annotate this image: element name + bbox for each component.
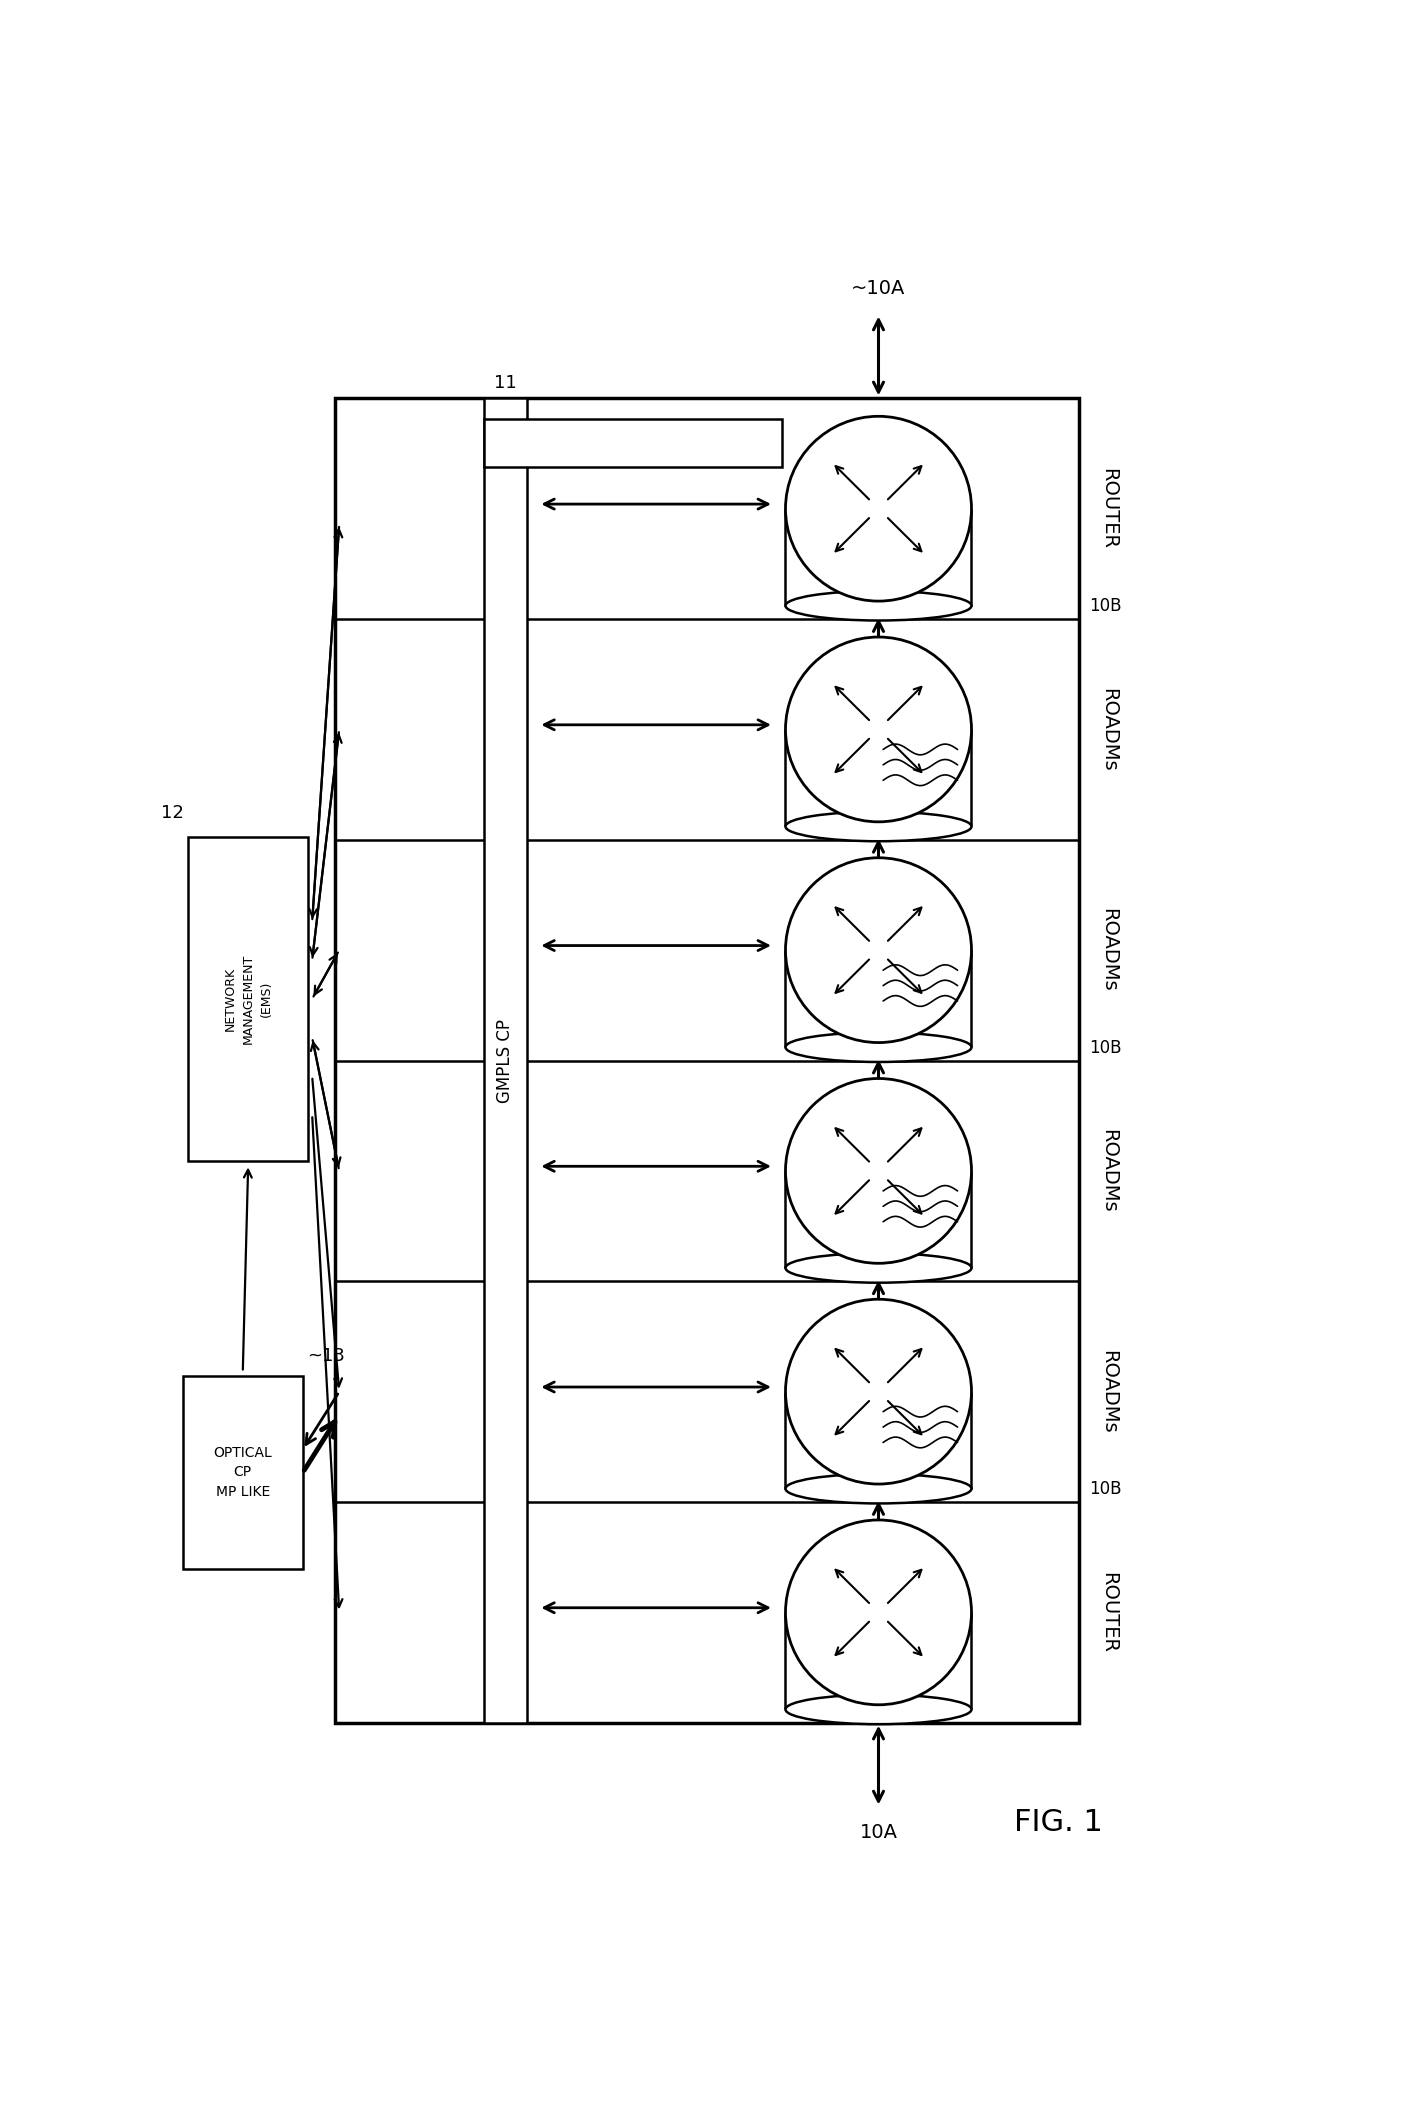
Bar <box>785 729 971 827</box>
Text: GMPLS CP: GMPLS CP <box>497 1018 514 1103</box>
Ellipse shape <box>785 1473 971 1503</box>
Text: 11: 11 <box>494 374 517 391</box>
Bar <box>785 1612 971 1709</box>
Text: 10B: 10B <box>1089 597 1121 614</box>
Text: ROUTER: ROUTER <box>1099 468 1118 549</box>
Text: NETWORK
MANAGEMENT
(EMS): NETWORK MANAGEMENT (EMS) <box>223 955 273 1044</box>
Ellipse shape <box>785 1694 971 1724</box>
Text: ROADMs: ROADMs <box>1099 1129 1118 1212</box>
Text: ROADMs: ROADMs <box>1099 1350 1118 1433</box>
Text: 10A: 10A <box>860 1822 898 1841</box>
Bar <box>188 838 308 1161</box>
Circle shape <box>785 857 971 1042</box>
Text: OPTICAL
CP
MP LIKE: OPTICAL CP MP LIKE <box>213 1446 273 1499</box>
Circle shape <box>785 638 971 823</box>
Ellipse shape <box>785 812 971 842</box>
Text: ROADMs: ROADMs <box>1099 908 1118 993</box>
Circle shape <box>785 1078 971 1263</box>
Circle shape <box>785 1520 971 1705</box>
Bar <box>484 398 527 1722</box>
Ellipse shape <box>785 591 971 621</box>
Bar <box>785 950 971 1048</box>
Bar <box>785 1393 971 1488</box>
Bar <box>336 398 1079 1722</box>
Text: ~10A: ~10A <box>851 279 905 298</box>
Text: 10B: 10B <box>1089 1040 1121 1057</box>
Bar <box>785 1171 971 1267</box>
Bar <box>182 1376 302 1569</box>
Ellipse shape <box>785 1033 971 1063</box>
Bar <box>484 419 782 468</box>
Ellipse shape <box>785 1252 971 1282</box>
Text: FIG. 1: FIG. 1 <box>1014 1809 1103 1837</box>
Text: ROUTER: ROUTER <box>1099 1571 1118 1652</box>
Text: ~13: ~13 <box>306 1346 345 1365</box>
Text: ROADMs: ROADMs <box>1099 687 1118 772</box>
Text: 10B: 10B <box>1089 1480 1121 1499</box>
Circle shape <box>785 1299 971 1484</box>
Circle shape <box>785 417 971 602</box>
Bar <box>785 508 971 606</box>
Text: 12: 12 <box>161 804 184 823</box>
